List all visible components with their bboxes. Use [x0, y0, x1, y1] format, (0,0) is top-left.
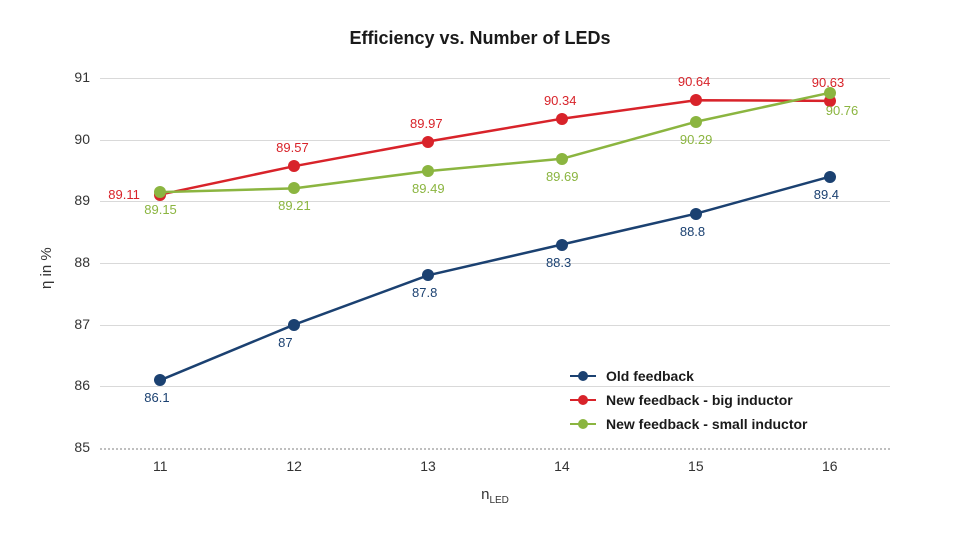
y-tick-label: 87 — [50, 316, 90, 332]
data-point — [690, 208, 702, 220]
data-label: 87 — [278, 335, 292, 350]
data-point — [556, 113, 568, 125]
x-tick-label: 14 — [537, 458, 587, 474]
x-tick-label: 15 — [671, 458, 721, 474]
series-line-old — [160, 177, 829, 381]
data-label: 87.8 — [412, 285, 437, 300]
x-axis-line — [100, 448, 890, 450]
x-tick-label: 11 — [135, 458, 185, 474]
series-line-new_big — [160, 100, 829, 194]
legend-swatch-line — [570, 423, 596, 426]
gridline — [100, 325, 890, 326]
data-point — [690, 94, 702, 106]
y-tick-label: 86 — [50, 377, 90, 393]
data-label: 90.64 — [678, 74, 711, 89]
data-label: 88.8 — [680, 224, 705, 239]
y-tick-label: 90 — [50, 131, 90, 147]
data-point — [422, 136, 434, 148]
gridline — [100, 263, 890, 264]
data-label: 88.3 — [546, 255, 571, 270]
data-label: 89.57 — [276, 140, 309, 155]
data-label: 89.21 — [278, 198, 311, 213]
x-tick-label: 16 — [805, 458, 855, 474]
data-label: 89.4 — [814, 187, 839, 202]
gridline — [100, 201, 890, 202]
legend-swatch-line — [570, 399, 596, 402]
legend-label: New feedback - big inductor — [606, 392, 793, 408]
legend-item: New feedback - big inductor — [570, 389, 808, 411]
data-point — [556, 153, 568, 165]
data-point — [556, 239, 568, 251]
data-point — [288, 319, 300, 331]
data-label: 90.63 — [812, 75, 845, 90]
data-point — [422, 165, 434, 177]
x-axis-label: nLED — [465, 486, 525, 506]
y-tick-label: 85 — [50, 439, 90, 455]
legend-label: New feedback - small inductor — [606, 416, 808, 432]
legend-swatch-dot — [578, 371, 588, 381]
data-point — [288, 182, 300, 194]
data-point — [422, 269, 434, 281]
gridline — [100, 140, 890, 141]
y-tick-label: 88 — [50, 254, 90, 270]
y-tick-label: 91 — [50, 69, 90, 85]
legend: Old feedback New feedback - big inductor N… — [570, 365, 808, 437]
data-point — [154, 374, 166, 386]
legend-swatch-line — [570, 375, 596, 378]
y-tick-label: 89 — [50, 192, 90, 208]
legend-label: Old feedback — [606, 368, 694, 384]
gridline — [100, 78, 890, 79]
data-label: 90.76 — [826, 103, 859, 118]
legend-swatch-dot — [578, 419, 588, 429]
legend-item: New feedback - small inductor — [570, 413, 808, 435]
legend-item: Old feedback — [570, 365, 808, 387]
data-point — [690, 116, 702, 128]
data-label: 89.97 — [410, 116, 443, 131]
data-label: 90.29 — [680, 132, 713, 147]
series-line-new_small — [160, 93, 829, 192]
data-label: 90.34 — [544, 93, 577, 108]
data-point — [288, 160, 300, 172]
x-tick-label: 13 — [403, 458, 453, 474]
data-label: 86.1 — [144, 390, 169, 405]
data-label: 89.11 — [108, 187, 140, 202]
x-tick-label: 12 — [269, 458, 319, 474]
data-point — [824, 171, 836, 183]
chart-title: Efficiency vs. Number of LEDs — [0, 28, 960, 49]
legend-swatch-dot — [578, 395, 588, 405]
data-label: 89.15 — [144, 202, 177, 217]
data-label: 89.49 — [412, 181, 445, 196]
data-point — [154, 186, 166, 198]
data-label: 89.69 — [546, 169, 579, 184]
